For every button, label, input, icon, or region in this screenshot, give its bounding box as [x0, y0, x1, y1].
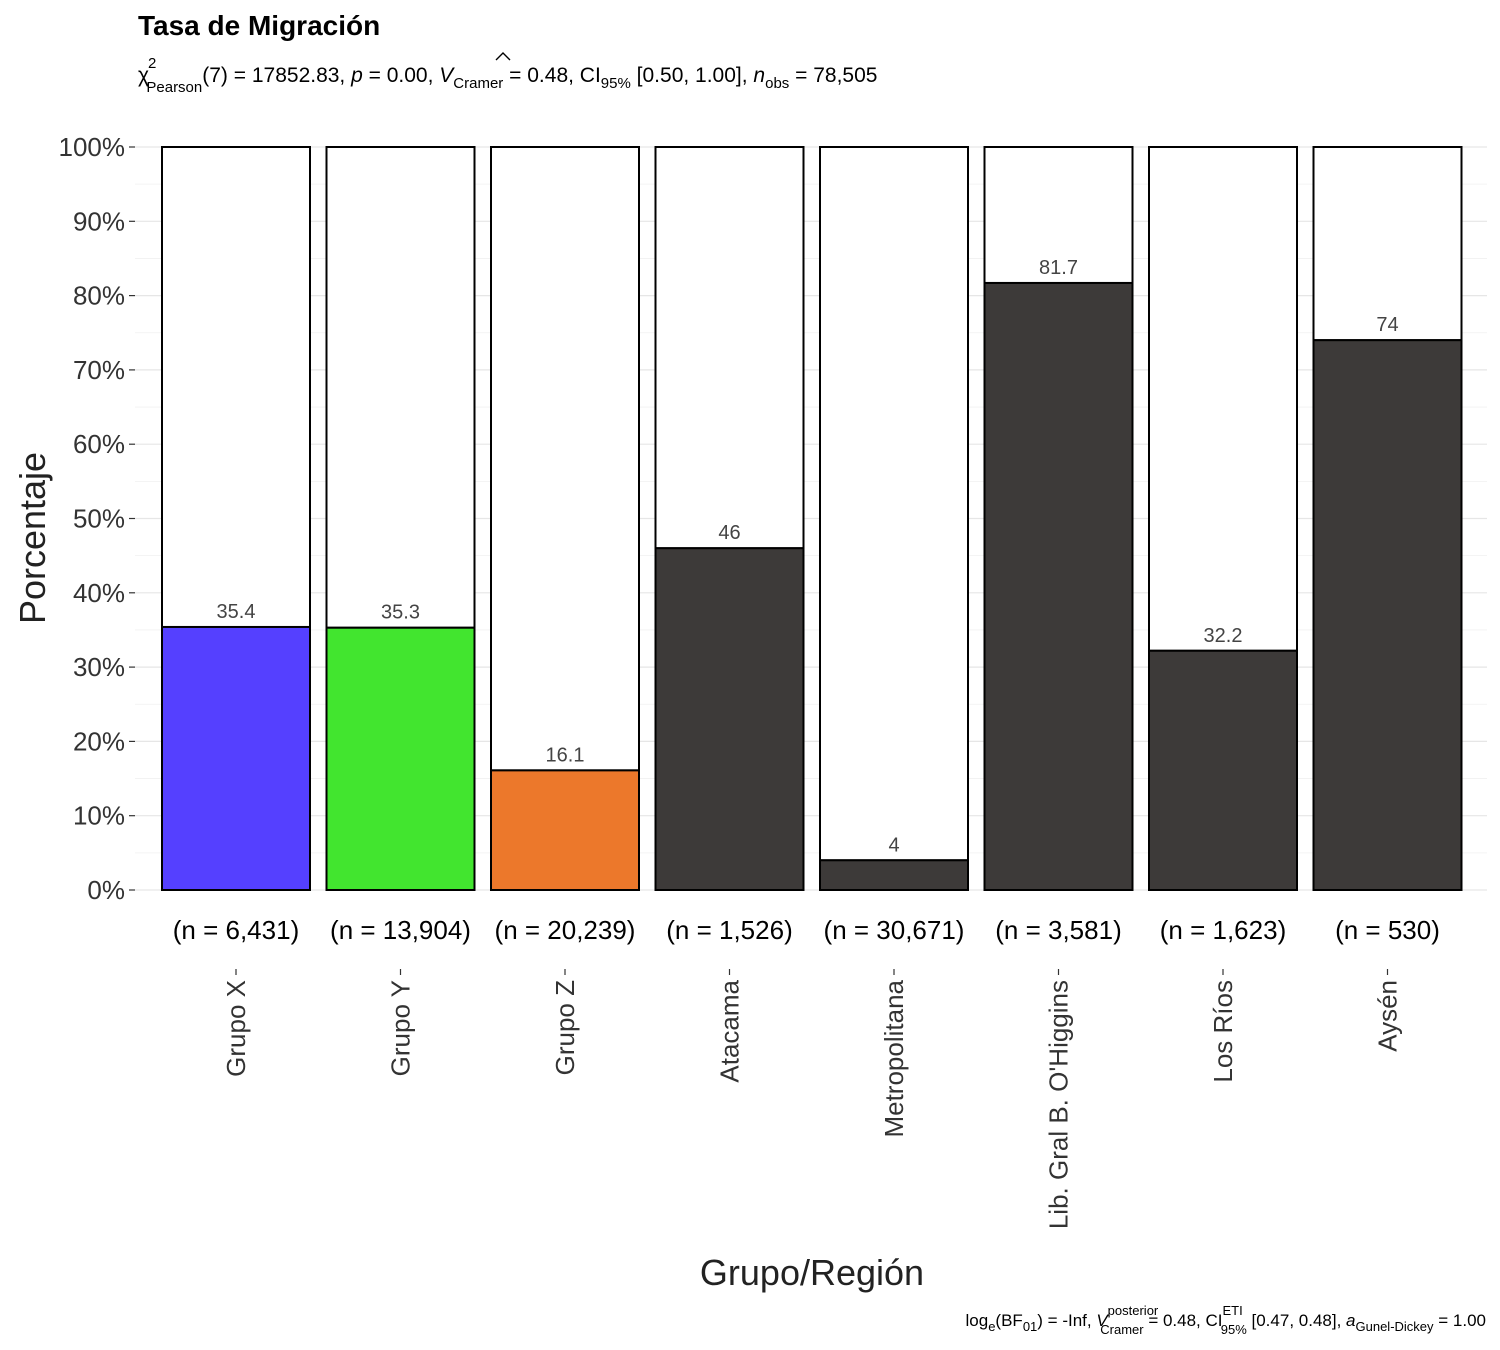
- data-label: 35.3: [381, 602, 420, 624]
- y-tick-label: 50%: [73, 504, 125, 534]
- data-label: 4: [888, 834, 899, 856]
- bar-remainder-2: [490, 146, 640, 772]
- bar-remainder-0: [161, 146, 311, 628]
- bar-value-7: [1312, 339, 1463, 891]
- bar-value-4: [819, 859, 969, 892]
- data-label: 81.7: [1039, 257, 1078, 279]
- n-count-label: (n = 1,623): [1160, 915, 1286, 945]
- x-tick-label: Lib. Gral B. O'Higgins: [1044, 980, 1074, 1229]
- bar-remainder-6: [1148, 146, 1298, 652]
- y-tick-label: 10%: [73, 801, 125, 831]
- x-axis-title: Grupo/Región: [700, 1252, 924, 1293]
- x-tick-label: Grupo Y: [386, 980, 416, 1076]
- y-tick-label: 0%: [87, 875, 125, 905]
- n-count-label: (n = 3,581): [995, 915, 1121, 945]
- bar-remainder-5: [983, 146, 1134, 284]
- y-tick-label: 90%: [73, 206, 125, 236]
- n-count-label: (n = 20,239): [495, 915, 636, 945]
- chart-title: Tasa de Migración: [138, 10, 380, 41]
- x-tick-label: Grupo Z: [550, 980, 580, 1075]
- bar-value-0: [161, 625, 311, 892]
- n-count-label: (n = 6,431): [173, 915, 299, 945]
- y-tick-label: 100%: [59, 132, 126, 162]
- y-tick-label: 40%: [73, 578, 125, 608]
- y-tick-label: 80%: [73, 281, 125, 311]
- n-count-label: (n = 530): [1335, 915, 1440, 945]
- chart-subtitle: χ2 Pearson(7) = 17852.83, p = 0.00, VCram…: [138, 55, 877, 96]
- data-label: 46: [718, 522, 740, 544]
- x-tick-label: Atacama: [715, 979, 745, 1082]
- x-tick-label: Aysén: [1373, 980, 1403, 1052]
- y-tick-label: 60%: [73, 429, 125, 459]
- x-tick-label: Metropolitana: [879, 979, 909, 1137]
- y-tick-label: 30%: [73, 652, 125, 682]
- label-layer: 35.4 (n = 6,431) 35.3 (n = 13,904) 16.1 (n = …: [173, 257, 1440, 945]
- x-tick-label: Los Ríos: [1208, 980, 1238, 1083]
- bar-value-6: [1148, 649, 1298, 892]
- n-count-label: (n = 30,671): [824, 915, 965, 945]
- axis-layer: 0% 10% 20% 30% 40% 50% 60% 70% 80% 90% 100% Grupo X…: [59, 132, 1403, 1229]
- y-tick-label: 70%: [73, 355, 125, 385]
- data-label: 32.2: [1204, 625, 1243, 647]
- bar-value-3: [654, 547, 805, 891]
- chart-caption: loge(BF01) = -Inf, Vposterior Cramer = 0.…: [966, 1303, 1487, 1337]
- subtitle-hat-mark: [495, 52, 511, 61]
- bar-remainder-4: [819, 146, 969, 862]
- y-tick-label: 20%: [73, 726, 125, 756]
- bar-remainder-3: [654, 146, 805, 550]
- bar-layer: [161, 146, 1463, 892]
- data-label: 35.4: [217, 601, 256, 623]
- bar-value-2: [490, 769, 640, 892]
- x-tick-label: Grupo X: [221, 980, 251, 1077]
- data-label: 74: [1376, 314, 1398, 336]
- bar-remainder-7: [1312, 146, 1463, 342]
- bar-value-1: [325, 626, 476, 891]
- bar-value-5: [983, 281, 1134, 891]
- data-label: 16.1: [546, 744, 585, 766]
- y-axis-title: Porcentaje: [12, 452, 53, 624]
- n-count-label: (n = 13,904): [330, 915, 471, 945]
- bar-remainder-1: [325, 146, 476, 629]
- n-count-label: (n = 1,526): [666, 915, 792, 945]
